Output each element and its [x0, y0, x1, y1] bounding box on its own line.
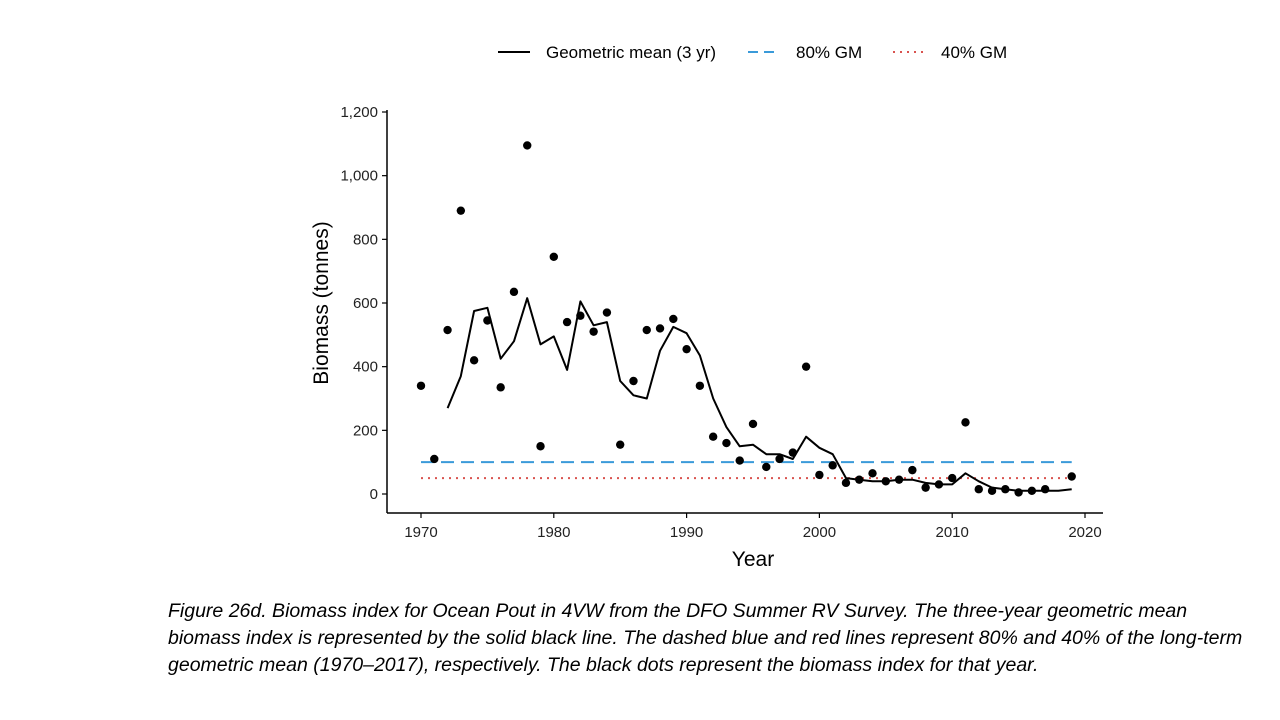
x-tick-label: 1990 [670, 524, 703, 541]
biomass-point [655, 324, 665, 333]
biomass-point [934, 480, 944, 489]
y-tick-label: 200 [353, 422, 378, 439]
biomass-point [616, 440, 625, 449]
biomass-point [908, 465, 917, 475]
biomass-point [629, 376, 638, 386]
biomass-point [828, 461, 837, 470]
biomass-point [443, 325, 452, 335]
biomass-point [669, 314, 678, 324]
biomass-chart: Geometric mean (3 yr) 80% GM 40% GM 0 200… [310, 43, 1103, 571]
biomass-point [682, 344, 691, 354]
y-tick-label: 800 [353, 231, 378, 248]
biomass-point [948, 473, 957, 483]
biomass-point [961, 418, 970, 427]
biomass-point [987, 486, 997, 496]
biomass-point [894, 475, 904, 484]
geometric-mean-line [446, 297, 1072, 492]
biomass-point [788, 448, 798, 457]
biomass-point [801, 362, 811, 371]
biomass-point [1067, 472, 1076, 481]
biomass-point [642, 325, 651, 335]
biomass-point [549, 252, 558, 262]
biomass-point [576, 311, 585, 320]
y-tick-label: 400 [353, 359, 378, 376]
biomass-points [416, 141, 1076, 497]
biomass-point [589, 327, 598, 336]
y-tick-label: 600 [353, 295, 378, 312]
legend-label-80gm: 80% GM [796, 43, 862, 62]
biomass-point [775, 454, 784, 464]
biomass-point [735, 456, 744, 465]
biomass-point [722, 438, 731, 448]
geometric-mean-line-group [446, 297, 1072, 492]
biomass-point [469, 356, 479, 365]
y-tick-label: 1,200 [340, 104, 378, 121]
biomass-point [1027, 486, 1037, 496]
biomass-point [1014, 488, 1023, 497]
x-tick-label: 2010 [936, 524, 969, 541]
biomass-point [483, 316, 492, 325]
y-tick-label: 0 [370, 486, 378, 503]
x-tick-label: 2020 [1068, 524, 1101, 541]
biomass-point [536, 442, 545, 451]
axes: 0 200 400 600 800 1,000 1,200 1970 1980 1990 2000 2… [340, 104, 1103, 541]
biomass-point [708, 432, 718, 441]
biomass-point [602, 308, 612, 317]
x-axis-title: Year [732, 548, 774, 571]
biomass-point [815, 470, 824, 480]
biomass-point [496, 383, 505, 392]
legend: Geometric mean (3 yr) 80% GM 40% GM [498, 43, 1007, 62]
biomass-point [416, 381, 426, 390]
biomass-point [974, 485, 983, 494]
biomass-point [748, 419, 758, 429]
biomass-point [695, 381, 705, 390]
figure-caption: Figure 26d. Biomass index for Ocean Pout… [168, 600, 1243, 676]
biomass-point [921, 483, 930, 492]
biomass-point [562, 317, 572, 327]
legend-label-geometric-mean: Geometric mean (3 yr) [546, 43, 716, 62]
biomass-point [881, 477, 890, 486]
biomass-point [523, 141, 532, 150]
x-tick-label: 1980 [537, 524, 570, 541]
biomass-point [430, 454, 439, 464]
legend-label-40gm: 40% GM [941, 43, 1007, 62]
y-axis-title: Biomass (tonnes) [310, 221, 333, 384]
biomass-point [762, 462, 771, 472]
biomass-point [868, 469, 877, 478]
biomass-point [1001, 485, 1010, 494]
reference-lines [421, 461, 1072, 480]
biomass-point [841, 478, 851, 488]
x-tick-label: 1970 [404, 524, 437, 541]
biomass-point [456, 206, 466, 215]
y-tick-label: 1,000 [340, 168, 378, 185]
biomass-point [1040, 485, 1050, 494]
x-tick-label: 2000 [803, 524, 836, 541]
biomass-point [509, 287, 519, 297]
biomass-point [855, 475, 864, 484]
